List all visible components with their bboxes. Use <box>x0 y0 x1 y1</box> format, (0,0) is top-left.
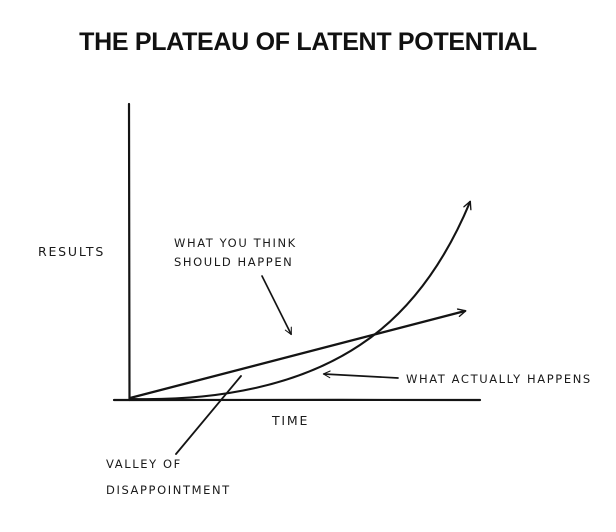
x-axis-label: TIME <box>271 413 309 428</box>
annotation-valley-pointer <box>175 375 242 455</box>
annotation-expectation-pointer <box>261 275 292 336</box>
chart-title: THE PLATEAU OF LATENT POTENTIAL <box>79 28 537 56</box>
annotation-valley-line-1: VALLEY OF <box>106 457 182 471</box>
annotation-reality-label: WHAT ACTUALLY HAPPENS <box>406 372 592 386</box>
annotation-expectation-line-2: SHOULD HAPPEN <box>174 255 293 269</box>
annotation-valley-line-2: DISAPPOINTMENT <box>106 483 231 497</box>
annotation-reality-pointer <box>322 370 399 379</box>
series-line-what-actually-happens <box>130 200 472 401</box>
annotation-expectation-line-1: WHAT YOU THINK <box>174 236 297 250</box>
y-axis-label: RESULTS <box>38 244 105 259</box>
series-line-what-you-think-should-happen <box>128 308 467 400</box>
y-axis <box>127 102 131 402</box>
